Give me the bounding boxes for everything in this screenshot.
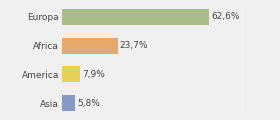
Bar <box>62 9 209 25</box>
Text: 62,6%: 62,6% <box>211 12 240 21</box>
Text: 5,8%: 5,8% <box>77 99 100 108</box>
Text: 7,9%: 7,9% <box>82 70 105 79</box>
Text: 23,7%: 23,7% <box>119 41 148 50</box>
Bar <box>62 66 80 82</box>
Bar <box>62 95 75 111</box>
Bar <box>62 38 118 54</box>
